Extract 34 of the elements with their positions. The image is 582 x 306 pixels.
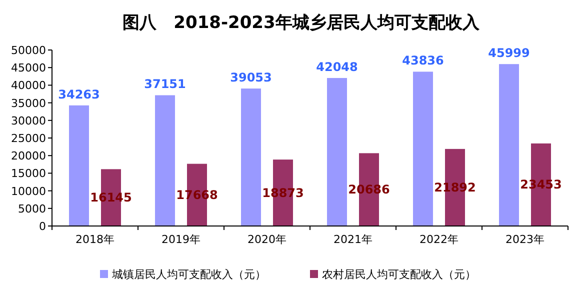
chart-title: 图八 2018-2023年城乡居民人均可支配收入: [122, 13, 480, 33]
y-tick-label: 50000: [11, 44, 46, 57]
y-tick-label: 0: [39, 220, 46, 233]
y-tick-label: 20000: [11, 150, 46, 163]
bar: [69, 105, 89, 226]
x-tick-label: 2020年: [248, 233, 286, 246]
y-tick-label: 35000: [11, 96, 46, 110]
data-label: 37151: [144, 77, 186, 92]
bar: [327, 78, 347, 226]
legend-label: 农村居民人均可支配收入（元）: [322, 268, 476, 281]
x-tick-label: 2021年: [334, 233, 372, 246]
x-tick-label: 2018年: [76, 233, 114, 246]
bar: [413, 72, 433, 226]
data-label: 23453: [520, 178, 562, 192]
y-tick-label: 25000: [11, 132, 46, 145]
bar: [241, 88, 261, 226]
x-tick-label: 2022年: [420, 233, 458, 246]
data-label: 21892: [434, 180, 476, 194]
x-tick-label: 2019年: [162, 233, 200, 246]
y-tick-label: 30000: [11, 114, 46, 128]
y-tick-label: 40000: [11, 79, 46, 92]
y-tick-label: 45000: [11, 62, 46, 75]
data-label: 39053: [230, 70, 272, 85]
y-tick-label: 10000: [11, 184, 46, 198]
y-tick-label: 5000: [18, 202, 46, 216]
y-tick-label: 15000: [11, 167, 46, 180]
data-label: 43836: [402, 54, 444, 68]
legend-label: 城镇居民人均可支配收入（元）: [111, 268, 266, 281]
data-label: 42048: [316, 60, 358, 74]
data-label: 34263: [58, 87, 100, 102]
data-label: 45999: [488, 46, 530, 60]
bar: [499, 64, 519, 226]
bar: [155, 95, 175, 226]
x-tick-label: 2023年: [506, 233, 544, 246]
